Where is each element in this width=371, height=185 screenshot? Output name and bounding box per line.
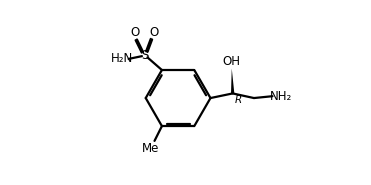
Text: O: O [149,26,158,39]
Text: R: R [234,95,242,105]
Text: NH₂: NH₂ [270,90,292,103]
Text: S: S [142,49,149,62]
Polygon shape [231,68,234,93]
Text: O: O [131,26,140,39]
Text: H₂N: H₂N [111,52,133,65]
Text: OH: OH [223,55,241,68]
Text: Me: Me [142,142,160,155]
